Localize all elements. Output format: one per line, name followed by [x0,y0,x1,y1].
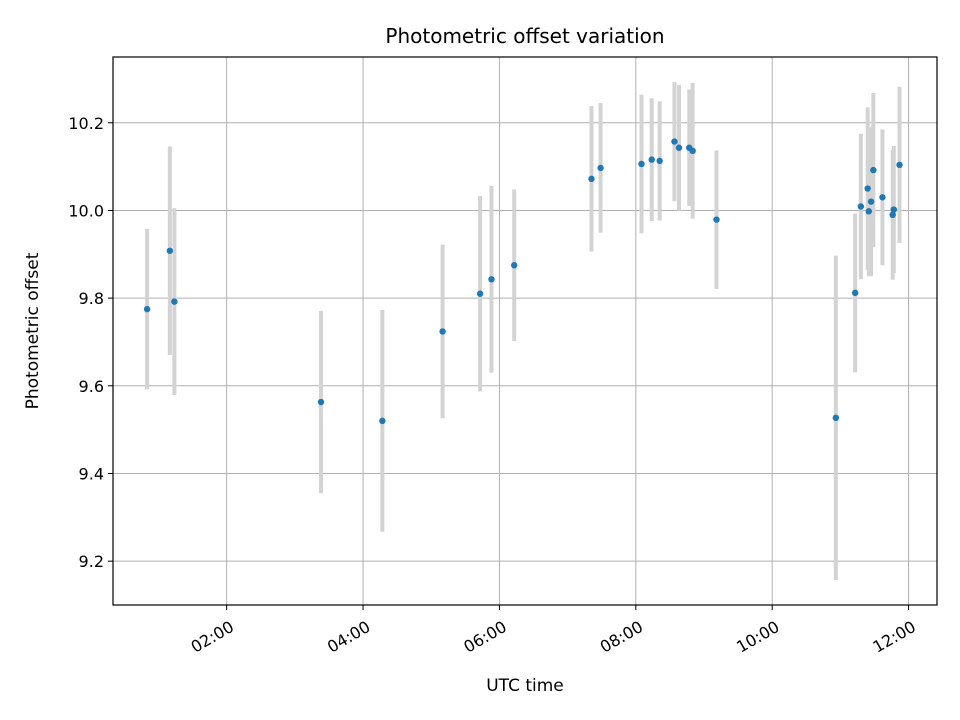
chart-title: Photometric offset variation [385,24,664,48]
data-point [476,290,484,297]
data-point [439,328,446,335]
data-point [851,289,859,297]
data-point [675,144,683,151]
data-point [857,203,865,210]
data-point [166,247,174,254]
data-point [889,211,896,219]
data-point [143,305,151,313]
y-axis-label: Photometric offset [23,252,43,409]
data-point [867,198,875,205]
plot-frame [112,56,938,606]
data-point [713,216,720,223]
data-point [671,138,678,145]
y-tick-label: 9.6 [79,377,104,396]
y-tick-label: 9.4 [79,464,104,483]
data-point [488,276,495,283]
data-point [879,194,886,201]
data-point [317,398,325,406]
data-point [379,417,386,425]
y-tick-label: 10.2 [68,114,104,133]
data-point [597,164,604,172]
data-point [638,160,645,168]
data-point [896,161,903,169]
data-point [890,206,898,213]
y-tick-label: 9.8 [79,289,104,308]
data-point [870,166,877,174]
data-points [143,138,903,425]
grid-lines [113,57,937,605]
data-point [511,262,518,269]
y-tick-label: 9.2 [79,552,104,571]
data-point [656,157,663,165]
data-point [865,208,873,215]
data-point [864,185,871,192]
data-point [588,175,595,183]
x-axis-label: UTC time [486,676,564,696]
data-point [648,156,655,163]
data-point [171,298,178,305]
data-point [832,414,840,422]
y-tick-label: 10.0 [68,201,104,220]
data-point [689,147,696,155]
